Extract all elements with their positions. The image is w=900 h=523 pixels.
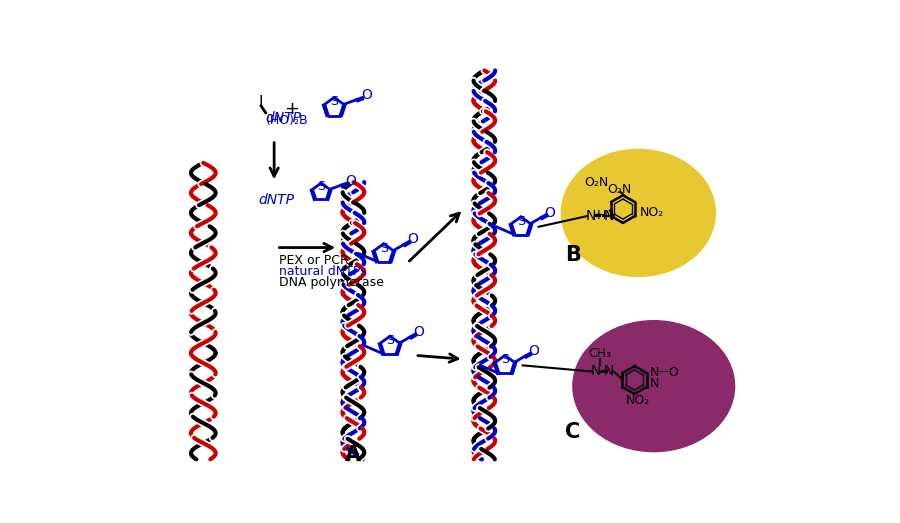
Text: NO₂: NO₂ [626,393,651,406]
Text: PEX or PCR: PEX or PCR [279,254,348,267]
Text: O: O [346,174,356,188]
Text: +: + [284,100,300,118]
Ellipse shape [573,321,734,451]
Text: N: N [604,364,615,378]
Text: S: S [380,242,388,255]
Text: N: N [650,378,660,390]
Text: O₂N: O₂N [607,183,631,196]
Text: natural dNTPs: natural dNTPs [279,265,366,278]
Text: (HO)₂B: (HO)₂B [266,114,309,127]
Text: S: S [317,180,325,194]
Text: O: O [362,88,373,102]
Text: O: O [528,344,539,358]
Text: O₂N: O₂N [584,176,608,189]
Text: O: O [407,232,418,246]
Text: S: S [501,354,508,367]
Text: N: N [604,209,615,223]
Text: H: H [597,210,606,222]
Text: N: N [590,364,601,378]
Text: O: O [544,206,555,220]
Text: A: A [346,446,362,465]
Text: C: C [565,423,581,442]
Text: B: B [565,245,581,265]
Text: dNTP: dNTP [258,193,294,207]
Text: CH₃: CH₃ [589,347,611,360]
Text: S: S [517,215,525,228]
Text: dNTP: dNTP [266,111,302,125]
Ellipse shape [562,150,716,277]
Text: N: N [585,209,596,223]
Text: S: S [386,334,394,347]
Text: S: S [330,95,338,108]
Text: O: O [413,325,424,339]
Text: N−O: N−O [650,366,680,379]
Text: I: I [259,95,264,110]
Text: DNA polymerase: DNA polymerase [279,276,383,289]
Text: NO₂: NO₂ [640,207,664,220]
